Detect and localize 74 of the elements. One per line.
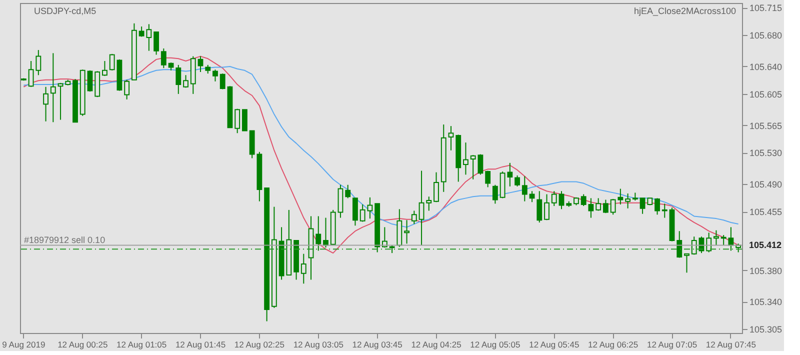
candlestick [50, 52, 56, 123]
candlestick [43, 86, 48, 122]
candlestick [352, 198, 358, 226]
candlestick [676, 230, 682, 258]
x-tick-label: 12 Aug 07:45 [706, 340, 756, 350]
candlestick [338, 184, 344, 218]
y-tick-label: 105.565 [750, 120, 782, 131]
candlestick [448, 126, 454, 151]
line-series [23, 66, 739, 228]
candlestick [551, 190, 557, 207]
candlestick [522, 176, 528, 202]
candlestick [176, 64, 182, 94]
candlestick [544, 194, 550, 221]
candlestick [198, 56, 204, 72]
candlestick [536, 190, 542, 223]
y-tick-label: 105.680 [750, 30, 782, 41]
candlestick [404, 220, 410, 244]
y-tick-label: 105.605 [750, 89, 782, 100]
candlestick [242, 109, 248, 132]
candlestick [492, 184, 498, 204]
ref-line-label: #18979912 sell 0.10 [24, 235, 106, 246]
candlestick [588, 198, 594, 218]
candlestick [654, 198, 660, 216]
y-tick-label: 105.490 [750, 180, 782, 190]
x-tick-label: 12 Aug 01:05 [116, 340, 167, 350]
candlestick [485, 170, 491, 188]
candlestick [558, 190, 564, 210]
candlestick [316, 216, 322, 252]
candlestick [124, 79, 130, 100]
x-tick-label: 12 Aug 03:05 [293, 340, 344, 350]
candlestick [345, 184, 351, 199]
x-tick-label: 12 Aug 03:45 [352, 340, 403, 350]
x-tick-label: 12 Aug 04:25 [411, 340, 462, 350]
candlestick [684, 253, 690, 274]
y-tick-label: 105.340 [750, 297, 782, 308]
y-tick-label: 105.640 [750, 62, 782, 72]
candlestick [580, 194, 586, 207]
x-tick-label: 12 Aug 01:45 [175, 340, 226, 350]
candlestick [418, 170, 424, 246]
candlestick [602, 199, 608, 214]
candlestick [183, 74, 188, 88]
candlestick [426, 196, 432, 212]
candlestick [714, 230, 719, 246]
candlestick [220, 73, 226, 90]
y-tick-label: 105.305 [750, 324, 782, 335]
y-tick-label: 105.455 [750, 207, 782, 218]
candlestick [596, 198, 602, 212]
annotation: hjEA_Close2MAcross100 [634, 6, 736, 16]
candlestick [463, 142, 468, 176]
x-tick-label: 12 Aug 05:05 [470, 340, 521, 350]
candlestick [234, 108, 240, 134]
candlestick [160, 48, 166, 69]
candlestick [212, 69, 218, 82]
x-tick-label: 12 Aug 07:05 [646, 340, 698, 350]
x-tick-label: 9 Aug 2019 [2, 340, 46, 350]
candlestick [662, 203, 668, 218]
x-tick-label: 12 Aug 00:25 [58, 340, 108, 350]
candlestick [102, 60, 108, 76]
candlestick [411, 210, 417, 225]
candlestick [706, 232, 712, 253]
y-tick-label: 105.380 [750, 266, 782, 276]
candlestick [625, 192, 631, 209]
candlestick [300, 253, 306, 284]
y-tick-label: 105.530 [750, 148, 782, 158]
chart-title: USDJPY-cd,M5 [34, 6, 96, 16]
x-tick-label: 12 Aug 06:25 [588, 340, 638, 350]
candlestick [58, 82, 64, 120]
candlestick [514, 174, 520, 187]
candlestick [154, 32, 160, 56]
x-tick-label: 12 Aug 05:45 [529, 340, 580, 350]
x-tick-label: 12 Aug 02:25 [234, 340, 285, 350]
y-tick-label: 105.715 [750, 3, 782, 14]
candlestick [434, 172, 439, 203]
ref-line-label: 105.412 [749, 240, 782, 250]
